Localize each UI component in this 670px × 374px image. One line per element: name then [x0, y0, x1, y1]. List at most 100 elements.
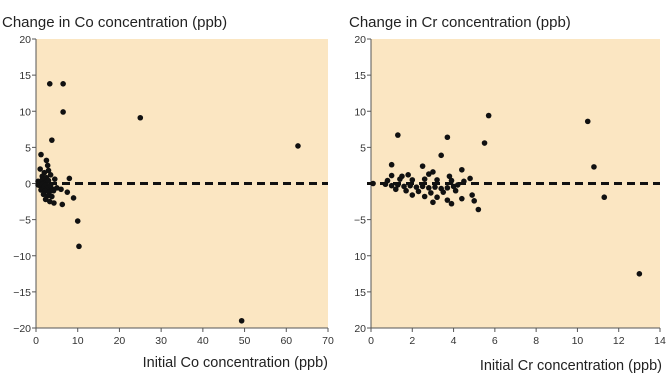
- co-data-point: [74, 218, 81, 224]
- co-x-tick-label: 10: [72, 335, 84, 347]
- co-data-point: [64, 189, 71, 195]
- cr-x-tick-label: 8: [533, 335, 539, 347]
- cr-y-tick-label: 10: [354, 251, 366, 263]
- cr-data-point: [459, 166, 465, 173]
- co-data-point: [58, 186, 64, 193]
- cr-x-tick-label: 14: [654, 335, 666, 347]
- cr-x-tick-label: 2: [409, 335, 415, 347]
- co-y-tick-label: 5: [25, 142, 31, 154]
- co-x-tick-label: 70: [322, 335, 334, 347]
- cr-data-point: [405, 172, 411, 178]
- cr-data-point: [409, 177, 416, 183]
- cr-x-axis-label: Initial Cr concentration (ppb): [480, 358, 662, 374]
- co-data-point: [49, 137, 55, 143]
- cr-data-point: [481, 140, 488, 146]
- cr-data-point: [413, 184, 420, 190]
- cr-data-point: [444, 185, 451, 191]
- co-y-tick-label: 20: [19, 34, 31, 46]
- cr-y-tick-label: −5: [354, 215, 366, 227]
- cr-y-tick-label: 20: [354, 323, 366, 335]
- cr-data-point: [370, 180, 376, 187]
- co-data-point: [60, 109, 66, 115]
- cr-data-point: [434, 194, 440, 201]
- cr-data-point: [444, 197, 451, 203]
- co-data-point: [44, 162, 51, 169]
- cr-y-tick-label: 20: [354, 34, 366, 46]
- co-x-tick-label: 40: [197, 335, 209, 347]
- co-y-tick-label: −15: [13, 287, 31, 299]
- co-data-point: [66, 175, 73, 182]
- co-data-point: [45, 167, 52, 174]
- co-data-point: [238, 317, 245, 324]
- co-data-point: [43, 157, 50, 164]
- co-data-point: [51, 176, 58, 182]
- co-scatter-chart: Change in Co concentration (ppb) 20 15 10 5…: [2, 14, 334, 371]
- cr-y-tick-label: 5: [360, 142, 366, 154]
- cr-data-point: [459, 195, 465, 202]
- co-data-point: [42, 196, 49, 203]
- cr-data-point: [454, 182, 461, 188]
- cr-y-tick-label: 15: [354, 70, 366, 82]
- cr-data-point: [392, 186, 399, 193]
- co-data-point: [51, 200, 57, 206]
- cr-data-point: [419, 163, 426, 169]
- co-y-tick-label: 10: [19, 106, 31, 118]
- cr-data-point: [452, 187, 459, 194]
- co-data-point: [49, 193, 55, 200]
- co-y-tick-label: −20: [13, 323, 31, 335]
- co-data-point: [295, 143, 301, 149]
- co-x-tick-label: 0: [33, 335, 39, 347]
- cr-data-point: [446, 173, 453, 180]
- cr-data-point: [407, 182, 414, 189]
- cr-data-point: [485, 112, 492, 119]
- cr-x-tick-label: 4: [451, 335, 457, 347]
- cr-data-point: [426, 171, 432, 177]
- cr-data-point: [475, 206, 482, 213]
- cr-data-point: [403, 187, 409, 194]
- co-y-tick-label: −10: [13, 251, 31, 263]
- co-data-point: [76, 243, 82, 250]
- cr-y-tick-label: 10: [354, 106, 366, 118]
- co-data-point: [46, 80, 53, 87]
- cr-x-tick-label: 10: [572, 335, 584, 347]
- cr-data-point: [430, 199, 436, 206]
- cr-data-point: [409, 192, 416, 198]
- cr-data-point: [636, 271, 643, 277]
- cr-data-point: [467, 175, 473, 182]
- cr-data-point: [440, 189, 447, 195]
- co-x-tick-label: 50: [239, 335, 251, 347]
- co-data-point: [70, 195, 77, 201]
- cr-data-point: [421, 193, 428, 200]
- cr-data-point: [428, 190, 434, 196]
- cr-data-point: [432, 184, 438, 190]
- cr-data-point: [430, 169, 436, 175]
- cr-data-point: [601, 194, 608, 201]
- cr-data-point: [434, 177, 440, 183]
- cr-data-point: [444, 134, 451, 141]
- cr-data-point: [448, 177, 455, 184]
- cr-data-point: [471, 198, 478, 204]
- cr-data-point: [438, 152, 444, 159]
- co-x-tick-label: 30: [155, 335, 167, 347]
- cr-data-point: [388, 182, 395, 189]
- co-y-tick-label: 15: [19, 70, 31, 82]
- cr-data-point: [382, 181, 389, 188]
- cr-data-point: [421, 176, 428, 182]
- cr-x-tick-label: 0: [368, 335, 374, 347]
- cr-data-point: [388, 172, 395, 179]
- co-data-point: [59, 201, 66, 208]
- co-chart-title: Change in Co concentration (ppb): [2, 14, 227, 31]
- co-data-point: [37, 166, 43, 172]
- co-y-tick-label: −5: [19, 215, 31, 227]
- cr-x-tick-label: 6: [492, 335, 498, 347]
- cr-y-tick-label: 15: [354, 287, 366, 299]
- cr-data-point: [395, 182, 401, 188]
- cr-data-point: [426, 185, 432, 191]
- co-data-point: [38, 151, 44, 158]
- cr-data-point: [395, 132, 401, 138]
- co-x-axis-label: Initial Co concentration (ppb): [143, 355, 328, 371]
- cr-data-point: [388, 161, 395, 168]
- co-y-tick-label: 0: [25, 179, 31, 191]
